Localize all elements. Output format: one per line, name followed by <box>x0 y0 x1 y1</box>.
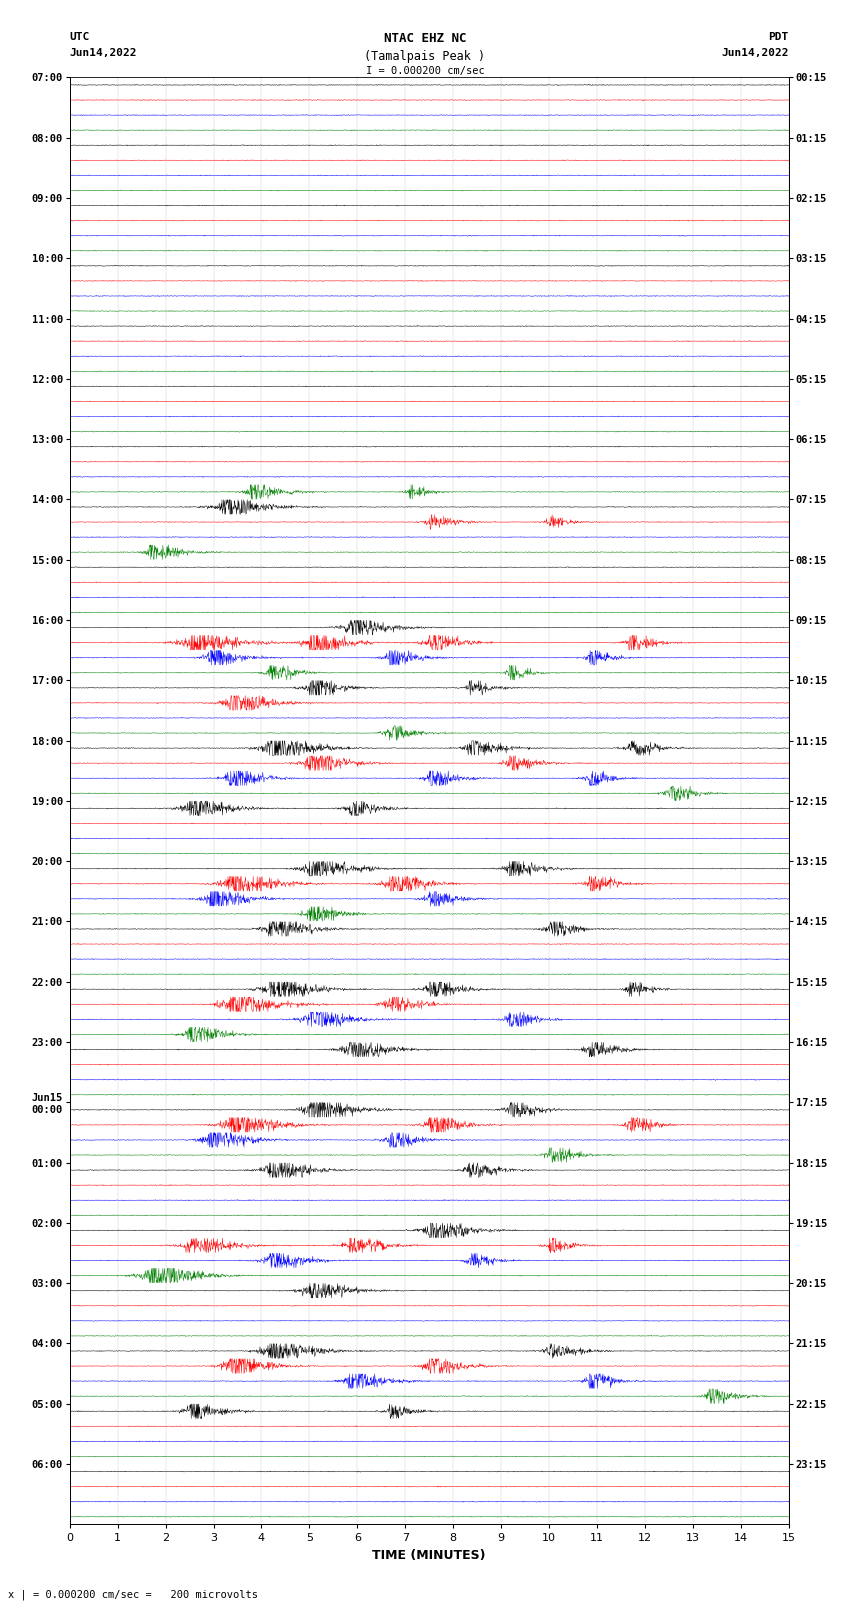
Text: NTAC EHZ NC: NTAC EHZ NC <box>383 32 467 45</box>
Text: I = 0.000200 cm/sec: I = 0.000200 cm/sec <box>366 66 484 76</box>
Text: Jun14,2022: Jun14,2022 <box>70 48 137 58</box>
Text: UTC: UTC <box>70 32 90 42</box>
Text: (Tamalpais Peak ): (Tamalpais Peak ) <box>365 50 485 63</box>
Text: Jun14,2022: Jun14,2022 <box>722 48 789 58</box>
X-axis label: TIME (MINUTES): TIME (MINUTES) <box>372 1548 486 1561</box>
Text: PDT: PDT <box>768 32 789 42</box>
Text: x | = 0.000200 cm/sec =   200 microvolts: x | = 0.000200 cm/sec = 200 microvolts <box>8 1589 258 1600</box>
